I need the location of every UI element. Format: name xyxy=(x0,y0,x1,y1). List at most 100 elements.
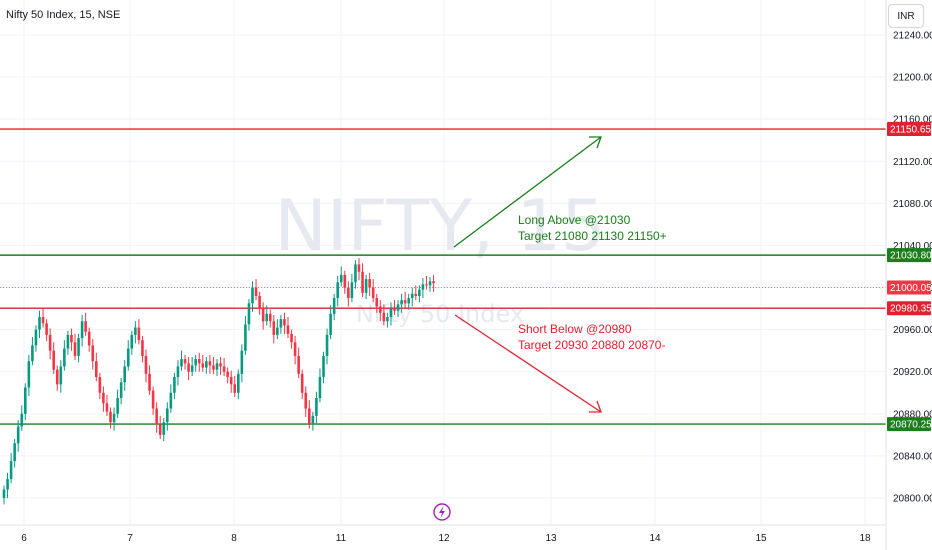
candle-body xyxy=(254,287,258,296)
candle-body xyxy=(173,376,176,393)
candle-body xyxy=(375,298,379,307)
trend-arrows xyxy=(453,136,602,413)
candle-body xyxy=(421,284,425,290)
candle-body xyxy=(105,403,109,412)
candle-body xyxy=(9,461,13,480)
candle-body xyxy=(261,308,265,322)
candle-body xyxy=(141,340,144,356)
candle-body xyxy=(20,413,24,427)
x-tick-label: 14 xyxy=(649,533,661,544)
y-tick-label: 21160.00 xyxy=(893,115,932,126)
y-tick-label: 21200.00 xyxy=(893,73,932,84)
candle-body xyxy=(166,408,169,423)
short-arrow-shaft xyxy=(454,314,602,413)
candle-body xyxy=(73,342,77,356)
candle-body xyxy=(151,390,155,409)
candle-body xyxy=(48,334,52,351)
grid-lines xyxy=(0,0,886,525)
candle-body xyxy=(169,392,173,409)
candle-body xyxy=(407,298,410,304)
candle-body xyxy=(308,408,311,425)
candle-body xyxy=(116,398,119,414)
candle-body xyxy=(208,361,212,366)
watermark-symbol: NIFTY, 15 xyxy=(274,185,605,267)
candle-body xyxy=(16,426,20,444)
candle-body xyxy=(414,293,418,296)
candle-body xyxy=(240,350,244,374)
candle-body xyxy=(410,293,414,299)
candle-body xyxy=(31,345,34,362)
y-tick-label: 21080.00 xyxy=(893,199,932,210)
candle-body xyxy=(233,384,237,393)
candle-body xyxy=(237,373,240,393)
candle-body xyxy=(212,365,215,370)
candle-body xyxy=(222,366,226,372)
candle-body xyxy=(109,411,112,423)
candle-body xyxy=(95,361,98,377)
candle-body xyxy=(63,348,66,367)
candle-body xyxy=(276,327,279,335)
candle-body xyxy=(34,329,38,346)
x-tick-label: 18 xyxy=(859,533,871,544)
y-tick-label: 20960.00 xyxy=(893,325,932,336)
short-annotation-line-2: Target 20930 20880 20870- xyxy=(518,338,665,352)
candle-body xyxy=(197,359,201,364)
candle-body xyxy=(215,363,219,370)
candle-body xyxy=(403,300,407,304)
candle-body xyxy=(84,321,87,332)
candle-body xyxy=(162,422,166,435)
long-arrow-shaft xyxy=(453,136,602,248)
candle-body xyxy=(126,348,130,367)
level-tag-label: 20980.35 xyxy=(890,304,932,315)
candle-body xyxy=(297,355,300,374)
candle-body xyxy=(6,479,9,490)
candle-body xyxy=(158,424,162,435)
candle-body xyxy=(91,345,95,362)
lightning-icon[interactable] xyxy=(433,503,451,521)
candle-body xyxy=(354,264,357,283)
y-tick-label: 21120.00 xyxy=(893,157,932,168)
level-tag xyxy=(887,122,931,137)
candle-body xyxy=(226,371,229,377)
candle-body xyxy=(55,369,59,385)
candle-body xyxy=(286,325,290,334)
candle-body xyxy=(24,387,27,414)
candle-body xyxy=(205,361,208,368)
horizontal-levels xyxy=(0,128,886,425)
candle-body xyxy=(13,443,16,462)
candle-body xyxy=(148,373,151,391)
candle-body xyxy=(80,321,84,339)
candle-body xyxy=(144,355,148,374)
candle-body xyxy=(180,359,183,367)
level-tag xyxy=(887,280,931,295)
candle-body xyxy=(272,321,276,335)
x-tick-label: 12 xyxy=(438,533,450,544)
candle-body xyxy=(364,279,368,293)
candle-body xyxy=(229,376,233,385)
candle-body xyxy=(130,334,134,349)
candle-body xyxy=(336,282,339,299)
long-arrow xyxy=(453,136,602,248)
candle-body xyxy=(389,308,393,318)
time-axis[interactable]: 6 7 8 11 12 13 14 15 18 xyxy=(0,524,886,544)
price-axis[interactable]: 21240.00 21200.00 21160.00 21120.00 21080.00… xyxy=(885,0,932,550)
candle-body xyxy=(382,312,386,322)
candle-body xyxy=(293,342,297,356)
candle-body xyxy=(112,413,116,423)
currency-button[interactable]: INR xyxy=(888,4,924,28)
candle-body xyxy=(66,334,70,349)
candle-body xyxy=(45,323,48,335)
candle-body xyxy=(190,365,194,372)
candle-body xyxy=(432,281,435,284)
x-tick-label: 7 xyxy=(127,533,133,544)
candle-body xyxy=(304,392,308,409)
short-annotation-line-1: Short Below @20980 xyxy=(518,322,632,336)
candle-body xyxy=(176,366,180,377)
candle-body xyxy=(357,264,361,272)
long-annotation-line-2: Target 21080 21130 21150+ xyxy=(518,229,667,243)
candle-body xyxy=(59,366,63,385)
long-annotation-line-1: Long Above @21030 xyxy=(518,213,631,227)
candle-body xyxy=(400,300,403,305)
candle-body xyxy=(325,334,329,356)
